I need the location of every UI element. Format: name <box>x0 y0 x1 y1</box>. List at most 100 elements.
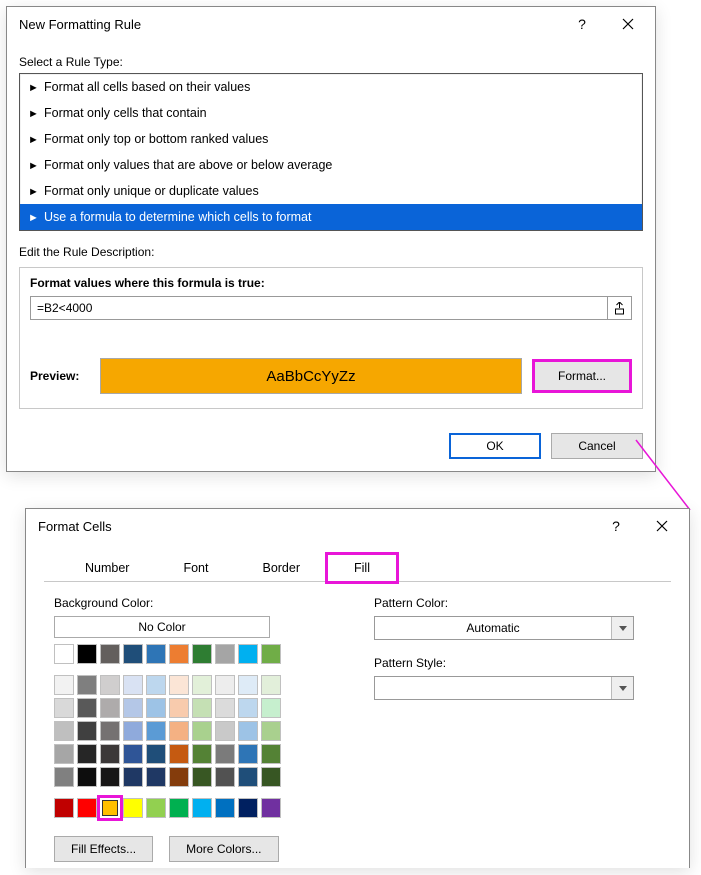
pattern-color-select[interactable]: Automatic <box>374 616 634 640</box>
color-swatch[interactable] <box>261 644 281 664</box>
color-swatch[interactable] <box>238 798 258 818</box>
color-swatch[interactable] <box>100 675 120 695</box>
color-swatch[interactable] <box>100 767 120 787</box>
color-swatch[interactable] <box>261 798 281 818</box>
color-swatch[interactable] <box>192 744 212 764</box>
rule-type-item[interactable]: ►Format only top or bottom ranked values <box>20 126 642 152</box>
pattern-style-label: Pattern Style: <box>374 656 663 670</box>
format-button[interactable]: Format... <box>532 359 632 393</box>
color-swatch[interactable] <box>238 644 258 664</box>
color-swatch[interactable] <box>238 675 258 695</box>
rule-type-item[interactable]: ►Format only unique or duplicate values <box>20 178 642 204</box>
color-swatch[interactable] <box>215 721 235 741</box>
no-color-button[interactable]: No Color <box>54 616 270 638</box>
color-swatch[interactable] <box>77 744 97 764</box>
fill-effects-button[interactable]: Fill Effects... <box>54 836 153 862</box>
rule-type-item[interactable]: ►Format only cells that contain <box>20 100 642 126</box>
color-swatch[interactable] <box>238 721 258 741</box>
help-button[interactable]: ? <box>559 9 605 39</box>
color-swatch[interactable] <box>169 767 189 787</box>
tab-number[interactable]: Number <box>58 554 156 582</box>
formula-input[interactable] <box>30 296 608 320</box>
color-swatch[interactable] <box>169 744 189 764</box>
color-swatch[interactable] <box>123 744 143 764</box>
close-button[interactable] <box>605 9 651 39</box>
color-swatch[interactable] <box>261 675 281 695</box>
color-swatch[interactable] <box>146 744 166 764</box>
rule-type-item[interactable]: ►Use a formula to determine which cells … <box>20 204 642 230</box>
tab-fill[interactable]: Fill <box>327 554 397 582</box>
color-swatch[interactable] <box>215 698 235 718</box>
color-swatch[interactable] <box>123 675 143 695</box>
color-swatch[interactable] <box>77 698 97 718</box>
color-swatch[interactable] <box>146 644 166 664</box>
tab-font[interactable]: Font <box>156 554 235 582</box>
rule-type-list[interactable]: ►Format all cells based on their values►… <box>19 73 643 231</box>
color-swatch[interactable] <box>238 744 258 764</box>
color-swatch[interactable] <box>146 698 166 718</box>
color-swatch[interactable] <box>192 798 212 818</box>
color-swatch[interactable] <box>123 698 143 718</box>
color-swatch[interactable] <box>192 698 212 718</box>
color-swatch[interactable] <box>77 798 97 818</box>
dropdown-button[interactable] <box>611 677 633 699</box>
color-swatch[interactable] <box>54 721 74 741</box>
color-swatch[interactable] <box>215 744 235 764</box>
color-swatch[interactable] <box>77 721 97 741</box>
rule-type-item[interactable]: ►Format all cells based on their values <box>20 74 642 100</box>
color-swatch[interactable] <box>100 644 120 664</box>
color-swatch[interactable] <box>192 767 212 787</box>
tab-border[interactable]: Border <box>235 554 327 582</box>
color-swatch[interactable] <box>146 721 166 741</box>
color-swatch[interactable] <box>238 698 258 718</box>
cancel-button[interactable]: Cancel <box>551 433 643 459</box>
color-swatch[interactable] <box>54 698 74 718</box>
color-swatch[interactable] <box>169 675 189 695</box>
color-swatch[interactable] <box>54 744 74 764</box>
color-swatch[interactable] <box>123 721 143 741</box>
color-swatch[interactable] <box>123 644 143 664</box>
color-swatch[interactable] <box>77 644 97 664</box>
color-swatch[interactable] <box>192 675 212 695</box>
preview-label: Preview: <box>30 369 90 383</box>
color-swatch[interactable] <box>169 721 189 741</box>
color-swatch[interactable] <box>215 798 235 818</box>
color-swatch[interactable] <box>261 721 281 741</box>
color-swatch[interactable] <box>100 721 120 741</box>
titlebar: Format Cells ? <box>26 509 689 543</box>
color-swatch[interactable] <box>261 744 281 764</box>
color-swatch[interactable] <box>54 767 74 787</box>
color-swatch[interactable] <box>192 721 212 741</box>
color-swatch[interactable] <box>215 767 235 787</box>
ok-button[interactable]: OK <box>449 433 541 459</box>
color-swatch[interactable] <box>215 644 235 664</box>
color-swatch[interactable] <box>261 698 281 718</box>
color-swatch[interactable] <box>123 767 143 787</box>
color-swatch[interactable] <box>238 767 258 787</box>
color-swatch[interactable] <box>54 644 74 664</box>
rule-type-item[interactable]: ►Format only values that are above or be… <box>20 152 642 178</box>
color-swatch[interactable] <box>146 675 166 695</box>
color-swatch[interactable] <box>215 675 235 695</box>
color-swatch[interactable] <box>100 744 120 764</box>
color-swatch[interactable] <box>123 798 143 818</box>
color-swatch[interactable] <box>54 798 74 818</box>
help-button[interactable]: ? <box>593 511 639 541</box>
color-swatch[interactable] <box>100 798 120 818</box>
color-swatch[interactable] <box>146 798 166 818</box>
color-swatch[interactable] <box>54 675 74 695</box>
pattern-style-select[interactable] <box>374 676 634 700</box>
close-button[interactable] <box>639 511 685 541</box>
color-swatch[interactable] <box>192 644 212 664</box>
color-swatch[interactable] <box>100 698 120 718</box>
color-swatch[interactable] <box>146 767 166 787</box>
collapse-dialog-button[interactable] <box>608 296 632 320</box>
dropdown-button[interactable] <box>611 617 633 639</box>
color-swatch[interactable] <box>169 798 189 818</box>
color-swatch[interactable] <box>261 767 281 787</box>
color-swatch[interactable] <box>169 698 189 718</box>
color-swatch[interactable] <box>77 767 97 787</box>
color-swatch[interactable] <box>77 675 97 695</box>
more-colors-button[interactable]: More Colors... <box>169 836 278 862</box>
color-swatch[interactable] <box>169 644 189 664</box>
